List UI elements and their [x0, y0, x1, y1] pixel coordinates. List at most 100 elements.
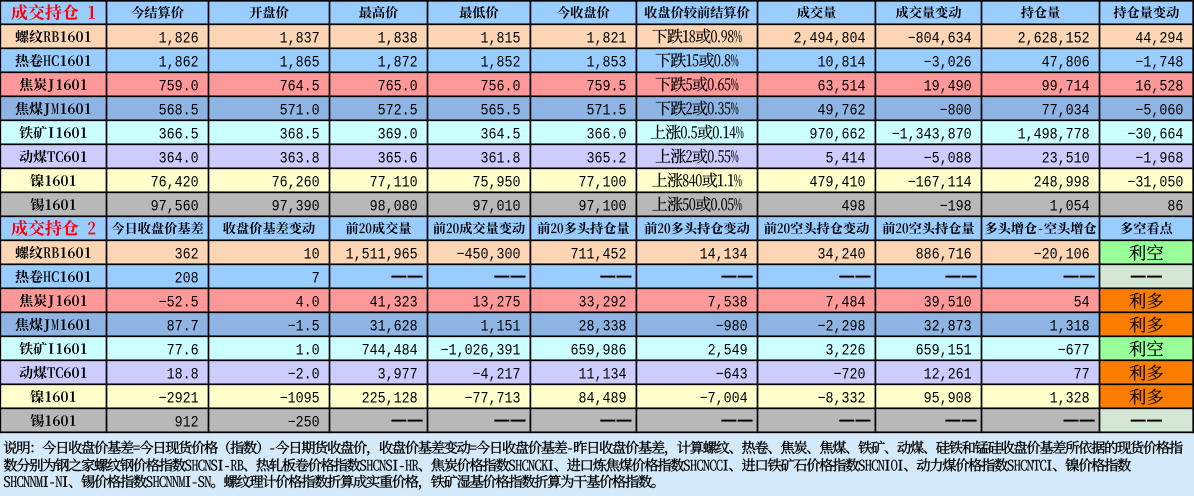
svg-text:33,292: 33,292	[579, 295, 627, 312]
svg-text:571.5: 571.5	[587, 103, 627, 120]
svg-text:87.7: 87.7	[167, 319, 199, 336]
svg-text:1,872: 1,872	[378, 55, 418, 72]
svg-text:365.6: 365.6	[378, 151, 418, 168]
svg-text:886,716: 886,716	[916, 247, 972, 264]
svg-text:54: 54	[1074, 295, 1090, 312]
svg-text:−1,343,870: −1,343,870	[892, 127, 972, 144]
svg-text:744,484: 744,484	[362, 343, 418, 360]
svg-text:44,294: 44,294	[1135, 31, 1183, 48]
svg-text:−5,060: −5,060	[1135, 103, 1183, 120]
svg-text:99,714: 99,714	[1042, 79, 1090, 96]
svg-text:365.2: 365.2	[587, 151, 627, 168]
svg-text:659,151: 659,151	[916, 343, 972, 360]
svg-text:−643: −643	[716, 367, 748, 384]
svg-text:7,538: 7,538	[708, 295, 748, 312]
svg-text:970,662: 970,662	[810, 127, 866, 144]
svg-text:912: 912	[175, 415, 199, 432]
svg-text:10,814: 10,814	[818, 55, 866, 72]
svg-text:84,489: 84,489	[579, 391, 627, 408]
svg-text:86: 86	[1167, 199, 1183, 216]
svg-text:1,151: 1,151	[481, 319, 521, 336]
svg-text:571.0: 571.0	[280, 103, 320, 120]
svg-text:14,134: 14,134	[700, 247, 748, 264]
svg-text:2,628,152: 2,628,152	[1018, 31, 1090, 48]
svg-text:−1095: −1095	[280, 391, 320, 408]
svg-text:−8,332: −8,332	[818, 391, 866, 408]
svg-text:97,100: 97,100	[579, 199, 627, 216]
svg-text:−1,968: −1,968	[1135, 151, 1183, 168]
svg-text:31,628: 31,628	[370, 319, 418, 336]
svg-text:2,549: 2,549	[708, 343, 748, 360]
svg-text:47,806: 47,806	[1042, 55, 1090, 72]
svg-text:−7,004: −7,004	[700, 391, 748, 408]
svg-text:77,100: 77,100	[579, 175, 627, 192]
svg-text:1,865: 1,865	[280, 55, 320, 72]
svg-text:−250: −250	[288, 415, 320, 432]
svg-text:−2.0: −2.0	[288, 367, 320, 384]
svg-text:1,054: 1,054	[1050, 199, 1090, 216]
svg-text:−4,217: −4,217	[473, 367, 521, 384]
svg-text:1,852: 1,852	[481, 55, 521, 72]
svg-text:659,986: 659,986	[571, 343, 627, 360]
svg-text:97,010: 97,010	[473, 199, 521, 216]
svg-text:1,511,965: 1,511,965	[346, 247, 418, 264]
svg-text:368.5: 368.5	[280, 127, 320, 144]
svg-text:369.0: 369.0	[378, 127, 418, 144]
svg-text:−198: −198	[940, 199, 972, 216]
svg-text:−450,300: −450,300	[457, 247, 521, 264]
svg-text:2,494,804: 2,494,804	[794, 31, 866, 48]
svg-text:1,853: 1,853	[587, 55, 627, 72]
svg-text:97,390: 97,390	[272, 199, 320, 216]
svg-text:97,560: 97,560	[151, 199, 199, 216]
svg-text:75,950: 75,950	[473, 175, 521, 192]
svg-text:95,908: 95,908	[924, 391, 972, 408]
svg-text:−167,114: −167,114	[908, 175, 972, 192]
svg-text:1,328: 1,328	[1050, 391, 1090, 408]
svg-text:−77,713: −77,713	[465, 391, 521, 408]
svg-text:−5,088: −5,088	[924, 151, 972, 168]
svg-text:362: 362	[175, 247, 199, 264]
svg-text:765.0: 765.0	[378, 79, 418, 96]
svg-text:364.0: 364.0	[159, 151, 199, 168]
svg-text:208: 208	[175, 271, 199, 288]
svg-text:7,484: 7,484	[826, 295, 866, 312]
svg-text:16,528: 16,528	[1135, 79, 1183, 96]
svg-text:77.6: 77.6	[167, 343, 199, 360]
svg-text:479,410: 479,410	[810, 175, 866, 192]
svg-text:−720: −720	[834, 367, 866, 384]
svg-text:565.5: 565.5	[481, 103, 521, 120]
svg-text:1,815: 1,815	[481, 31, 521, 48]
svg-text:39,510: 39,510	[924, 295, 972, 312]
svg-text:23,510: 23,510	[1042, 151, 1090, 168]
svg-text:−3,026: −3,026	[924, 55, 972, 72]
svg-text:756.0: 756.0	[481, 79, 521, 96]
svg-text:1,318: 1,318	[1050, 319, 1090, 336]
svg-text:28,338: 28,338	[579, 319, 627, 336]
svg-text:76,260: 76,260	[272, 175, 320, 192]
svg-text:4.0: 4.0	[296, 295, 320, 312]
svg-text:366.5: 366.5	[159, 127, 199, 144]
svg-text:18.8: 18.8	[167, 367, 199, 384]
svg-text:76,420: 76,420	[151, 175, 199, 192]
svg-text:−677: −677	[1058, 343, 1090, 360]
svg-text:−2921: −2921	[159, 391, 199, 408]
svg-text:12,261: 12,261	[924, 367, 972, 384]
svg-text:−20,106: −20,106	[1034, 247, 1090, 264]
svg-text:568.5: 568.5	[159, 103, 199, 120]
svg-text:363.8: 363.8	[280, 151, 320, 168]
svg-text:49,762: 49,762	[818, 103, 866, 120]
svg-text:361.8: 361.8	[481, 151, 521, 168]
svg-text:34,240: 34,240	[818, 247, 866, 264]
svg-text:−30,664: −30,664	[1127, 127, 1183, 144]
svg-text:366.0: 366.0	[587, 127, 627, 144]
svg-text:1,821: 1,821	[587, 31, 627, 48]
svg-text:−1.5: −1.5	[288, 319, 320, 336]
svg-text:759.0: 759.0	[159, 79, 199, 96]
svg-text:−2,298: −2,298	[818, 319, 866, 336]
svg-text:572.5: 572.5	[378, 103, 418, 120]
svg-text:225,128: 225,128	[362, 391, 418, 408]
svg-text:1,837: 1,837	[280, 31, 320, 48]
svg-text:7: 7	[312, 271, 320, 288]
svg-text:1,862: 1,862	[159, 55, 199, 72]
svg-text:248,998: 248,998	[1034, 175, 1090, 192]
